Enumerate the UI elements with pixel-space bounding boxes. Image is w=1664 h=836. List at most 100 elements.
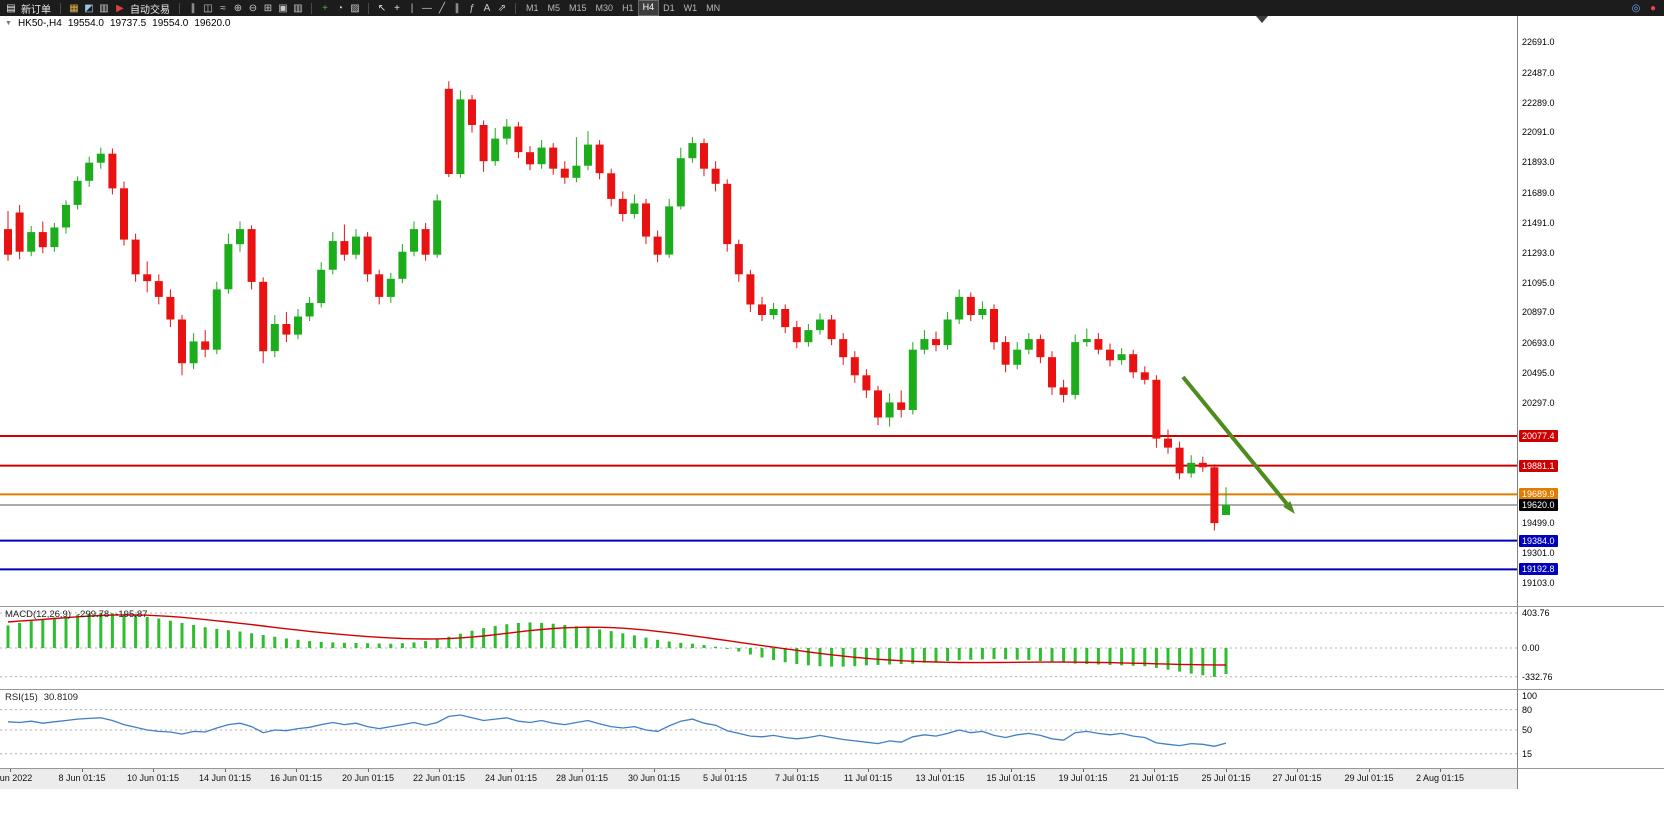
toolbar-group-right: ◎ ● [1629,1,1660,16]
time-axis-tick [1083,769,1084,772]
chart-symbol-period: HK50-,H4 [17,18,62,29]
autotrading-button[interactable]: 自动交易 [130,4,170,16]
timeframe-m5[interactable]: M5 [547,3,561,13]
toolbar-separator [368,2,369,14]
crosshair-icon[interactable]: + [394,2,400,14]
notifications-icon[interactable]: ● [1649,2,1657,14]
price-axis-label: 21689.0 [1522,188,1555,198]
macd-name: MACD(12,26,9) [5,609,71,620]
timeframe-h1[interactable]: H1 [622,3,634,13]
price-axis-label: 22289.0 [1522,98,1555,108]
zoom-in-icon[interactable]: ⊕ [233,2,243,14]
chart-shift-icon[interactable]: ▥ [293,2,303,14]
time-axis-label: 30 Jun 01:15 [627,773,681,783]
time-axis-label: 22 Jun 01:15 [412,773,466,783]
time-axis-label: 27 Jul 01:15 [1272,773,1322,783]
new-chart-icon[interactable]: ▦ [69,2,79,14]
toolbar-separator [179,2,180,14]
macd-chart[interactable] [0,607,1517,689]
time-axis-tick [654,769,655,772]
macd-signal-line [7,614,1227,666]
new-order-button[interactable]: 新订单 [21,4,51,16]
timeframe-h4[interactable]: H4 [637,0,660,16]
time-axis-tick [725,769,726,772]
timeframe-m15[interactable]: M15 [569,3,587,13]
timeframe-w1[interactable]: W1 [683,3,698,13]
price-axis-label: 21893.0 [1522,157,1555,167]
price-axis-label: 21095.0 [1522,278,1555,288]
timeframe-m30[interactable]: M30 [595,3,614,13]
toolbar-separator [515,2,516,14]
time-axis-label: 14 Jun 01:15 [198,773,252,783]
text-icon[interactable]: A [483,2,491,14]
bar-chart-icon[interactable]: ∥ [190,2,196,14]
horizontal-line-icon[interactable]: — [422,2,432,14]
rsi-axis-label: 15 [1522,749,1533,759]
line-chart-icon[interactable]: ≈ [220,2,226,14]
autotrading-icon[interactable]: ▶ [116,2,124,14]
time-axis-tick [940,769,941,772]
time-axis-label: 5 Jul 01:15 [702,773,748,783]
chart-low-value: 19554.0 [152,18,189,29]
time-axis-label: 13 Jul 01:15 [915,773,965,783]
trendline-icon[interactable]: ╱ [438,2,446,14]
time-axis-label: 25 Jul 01:15 [1201,773,1251,783]
time-axis-label: 8 Jun 01:15 [58,773,106,783]
zoom-out-icon[interactable]: ⊖ [248,2,258,14]
macd-axis-label: 403.76 [1522,608,1550,618]
periods-icon[interactable]: ◔ [336,2,344,14]
search-icon[interactable]: ◎ [1631,2,1641,14]
tile-windows-icon[interactable]: ⊞ [263,2,273,14]
time-axis-tick [511,769,512,772]
indicators-icon[interactable]: + [322,2,328,14]
macd-label: MACD(12,26,9) -299.78 -195.87 [5,609,147,620]
fibonacci-icon[interactable]: ƒ [469,2,475,14]
time-axis-label: 10 Jun 01:15 [126,773,180,783]
market-watch-icon[interactable]: ▥ [99,2,109,14]
rsi-chart[interactable] [0,690,1517,768]
price-axis-label: 19103.0 [1522,578,1555,588]
vertical-line-icon[interactable]: | [410,2,414,14]
time-axis-label: 15 Jul 01:15 [986,773,1036,783]
time-axis-tick [439,769,440,772]
arrows-icon[interactable]: ⇗ [497,2,507,14]
time-axis[interactable]: 6 Jun 2022 8 Jun 01:15 10 Jun 01:15 14 Jun … [0,769,1664,789]
candlestick-chart-icon[interactable]: ◫ [203,2,213,14]
one-click-trading-toggle[interactable]: ▼ [5,20,12,27]
time-axis-tick [1011,769,1012,772]
time-axis-label: 28 Jun 01:15 [555,773,609,783]
cursor-icon[interactable]: ↖ [377,2,387,14]
price-axis-label: 20495.0 [1522,368,1555,378]
chart-close-value: 19620.0 [194,18,231,29]
panel-divider[interactable] [0,606,1664,607]
price-badge: 19689.9 [1519,488,1558,500]
main-chart[interactable] [0,16,1517,606]
time-axis-tick [582,769,583,772]
rsi-axis-label: 100 [1522,691,1538,701]
time-axis-tick [1297,769,1298,772]
templates-icon[interactable]: ▨ [350,2,360,14]
timeframe-mn[interactable]: MN [706,3,721,13]
panel-divider[interactable] [0,689,1664,690]
timeframe-d1[interactable]: D1 [663,3,675,13]
timeframe-m1[interactable]: M1 [526,3,539,13]
price-axis-label: 20897.0 [1522,307,1555,317]
time-axis-tick [368,769,369,772]
time-axis-label: 2 Aug 01:15 [1415,773,1465,783]
new-order-icon[interactable]: ▤ [6,2,16,14]
time-axis-label: 7 Jul 01:15 [774,773,820,783]
toolbar-separator [311,2,312,14]
time-axis-tick [153,769,154,772]
channel-icon[interactable]: ∥ [454,2,460,14]
time-axis-tick [868,769,869,772]
auto-arrange-icon[interactable]: ▣ [278,2,288,14]
toolbar-group-windows: ▦ ◩ ▥ [67,1,111,16]
annotation-arrow-head [1283,501,1295,514]
time-axis-label: 6 Jun 2022 [0,773,33,783]
macd-axis-label: 0.00 [1522,643,1540,653]
profiles-icon[interactable]: ◩ [84,2,94,14]
price-axis[interactable]: 22691.0 22487.0 22289.0 22091.0 21893.0 21689… [1517,16,1664,789]
time-axis-label: 29 Jul 01:15 [1344,773,1394,783]
rsi-axis-label: 80 [1522,705,1533,715]
panel-divider[interactable] [0,768,1664,769]
